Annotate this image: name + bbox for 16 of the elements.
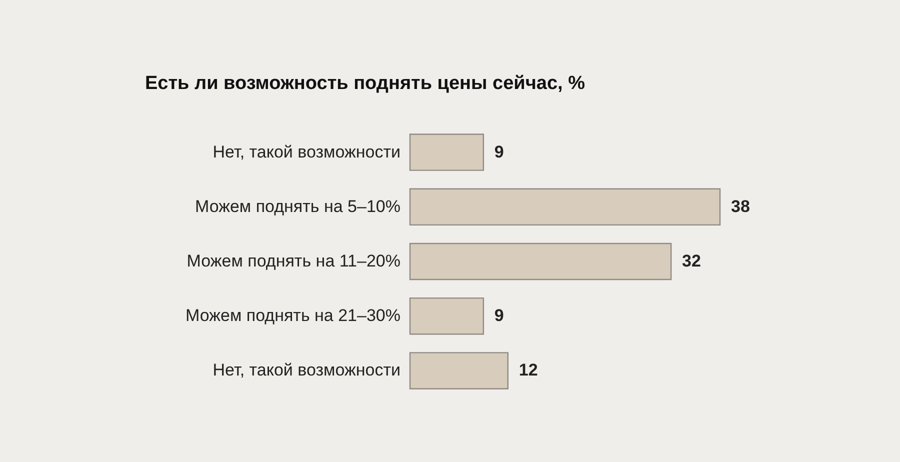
- bar: [409, 134, 484, 171]
- data-label: 38: [731, 196, 750, 216]
- data-label: 9: [494, 142, 504, 162]
- y-tick-label: Можем поднять на 11–20%: [186, 252, 400, 270]
- bar: [409, 352, 508, 390]
- bar: [409, 188, 721, 226]
- y-tick-label: Можем поднять на 5–10%: [194, 196, 400, 216]
- y-tick-label: Нет, такой возможности: [212, 142, 400, 162]
- bar: [409, 297, 484, 335]
- y-tick-label: Можем поднять на 21–30%: [186, 306, 400, 326]
- y-tick-label: Нет, такой возможности: [212, 360, 400, 380]
- data-label: 9: [494, 306, 504, 326]
- bar: [409, 242, 672, 280]
- data-label: 12: [518, 360, 538, 380]
- data-label: 32: [682, 252, 701, 270]
- chart-title: Есть ли возможность поднять цены сейчас, %: [145, 73, 586, 94]
